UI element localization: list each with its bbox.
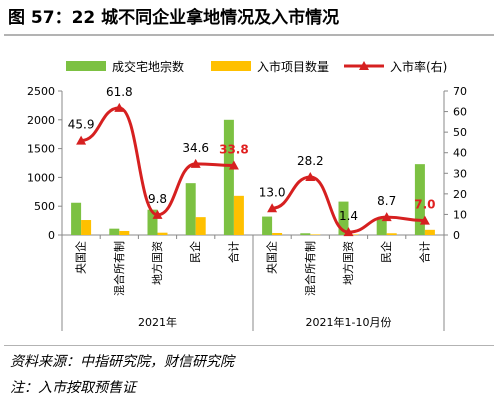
bar (300, 233, 311, 235)
bar (185, 183, 196, 235)
bar (272, 232, 283, 235)
y-right-tick-label: 20 (453, 188, 467, 201)
bar (71, 202, 82, 235)
line-marker (419, 215, 430, 225)
y-right-tick-label: 70 (453, 85, 467, 98)
line-marker (305, 171, 316, 181)
title-rule (4, 34, 494, 36)
y-left-tick-label: 500 (34, 200, 55, 213)
chart: 成交宅地宗数 入市项目数量 入市率(右) 0 500 1000 1500 2000 2500 0 1… (27, 59, 467, 331)
x-tick-label: 央国企 (74, 241, 88, 274)
series-line (80, 106, 234, 217)
bar (195, 217, 206, 235)
line-marker (114, 102, 125, 112)
bar (109, 228, 120, 235)
legend-label: 入市项目数量 (257, 59, 329, 74)
x-tick-label: 合计 (226, 241, 240, 263)
bar (119, 230, 130, 235)
footnote: 注：入市按取预售证 (10, 380, 136, 396)
y-right-tick-label: 30 (453, 167, 467, 180)
x-tick-label: 央国企 (265, 241, 279, 274)
line-marker (190, 158, 201, 168)
bottom-rule (4, 345, 494, 346)
data-label: 34.6 (182, 141, 209, 155)
data-label: 28.2 (297, 154, 324, 168)
x-tick-label: 合计 (417, 241, 431, 263)
data-label: 45.9 (68, 118, 95, 132)
bar (386, 233, 397, 235)
line-marker (267, 203, 278, 213)
source-note: 资料来源：中指研究院，财信研究院 (10, 354, 234, 370)
data-label: 13.0 (259, 185, 286, 199)
y-right-tick-label: 60 (453, 106, 467, 119)
bar (310, 234, 321, 235)
x-tick-label: 民企 (379, 241, 393, 263)
legend-label: 成交宅地宗数 (112, 59, 184, 74)
data-label: 7.0 (414, 198, 435, 212)
legend-swatch (66, 61, 106, 71)
bar (223, 119, 234, 235)
line-marker (76, 135, 87, 145)
x-tick-label: 地方国资 (341, 241, 355, 285)
series-line (271, 175, 425, 234)
line-marker (228, 160, 239, 170)
x-tick-label: 民企 (188, 241, 202, 263)
bar (157, 232, 168, 235)
data-label: 33.8 (219, 142, 249, 156)
line-marker (343, 227, 354, 237)
y-left-tick-label: 1000 (27, 171, 55, 184)
bar (348, 234, 359, 235)
figure-title: 图 57：22 城不同企业拿地情况及入市情况 (8, 8, 340, 28)
y-right-tick-label: 10 (453, 208, 467, 221)
legend-label: 入市率(右) (390, 59, 447, 74)
y-right-tick-label: 40 (453, 147, 467, 160)
bar (424, 229, 435, 235)
legend-swatch (211, 61, 251, 71)
y-right-tick-label: 0 (453, 229, 460, 242)
x-tick-label: 混合所有制 (303, 241, 317, 296)
data-label: 1.4 (339, 209, 358, 223)
group-label: 2021年1-10月份 (306, 315, 392, 329)
bar (233, 195, 244, 235)
bar (338, 201, 349, 235)
line-marker (152, 209, 163, 219)
line-marker (381, 212, 392, 222)
y-left-tick-label: 2500 (27, 85, 55, 98)
group-label: 2021年 (138, 315, 177, 329)
legend-marker (359, 61, 369, 70)
bar (147, 209, 158, 235)
data-label: 61.8 (106, 85, 133, 99)
y-right-tick-label: 50 (453, 126, 467, 139)
bar (414, 164, 425, 235)
x-tick-label: 混合所有制 (112, 241, 126, 296)
bar (81, 220, 92, 235)
x-tick-label: 地方国资 (150, 241, 164, 285)
y-left-tick-label: 0 (48, 229, 55, 242)
data-label: 8.7 (377, 194, 396, 208)
bar (376, 218, 387, 235)
y-left-tick-label: 1500 (27, 143, 55, 156)
bar (262, 216, 273, 235)
data-label: 9.8 (148, 192, 167, 206)
y-left-tick-label: 2000 (27, 114, 55, 127)
